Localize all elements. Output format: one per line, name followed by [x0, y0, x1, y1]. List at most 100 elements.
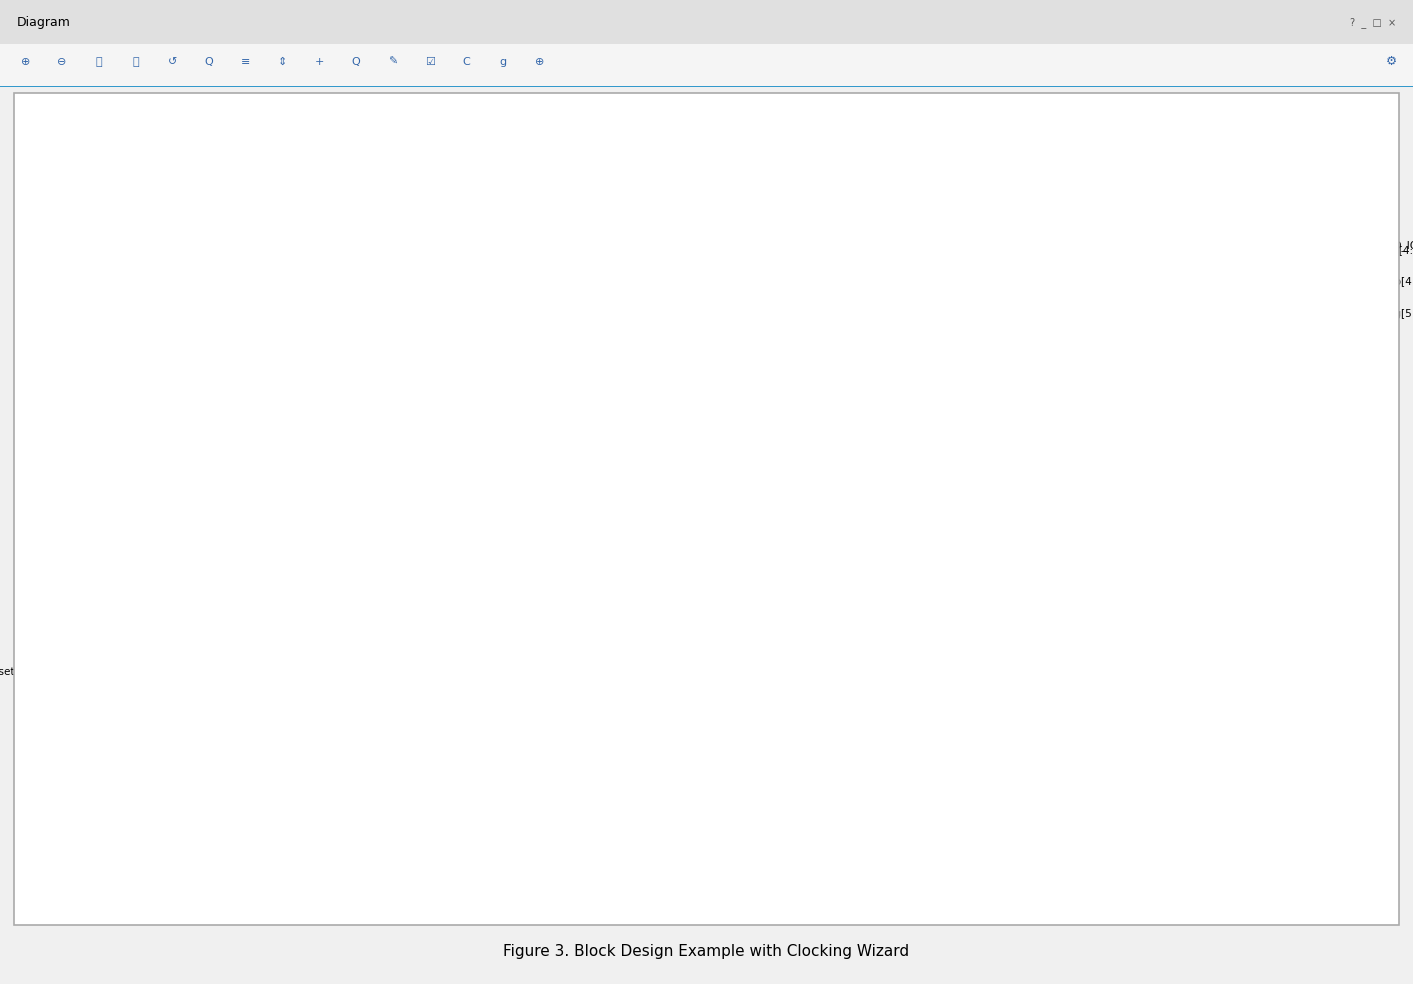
- Text: ⇕: ⇕: [278, 57, 287, 67]
- Text: ps7_0_axi_periph: ps7_0_axi_periph: [807, 188, 904, 199]
- Text: ZYNQ: ZYNQ: [568, 293, 642, 318]
- Polygon shape: [1347, 245, 1366, 256]
- Circle shape: [1003, 241, 1029, 259]
- Circle shape: [321, 703, 332, 710]
- Polygon shape: [1347, 277, 1366, 287]
- Text: vga_g[5:0]: vga_g[5:0]: [1371, 308, 1413, 319]
- Text: reset: reset: [114, 668, 136, 677]
- Text: mb_reset: mb_reset: [723, 647, 762, 656]
- Text: +: +: [315, 57, 324, 67]
- Text: Clocking Wizard: Clocking Wizard: [147, 748, 232, 758]
- Text: Q: Q: [352, 57, 360, 67]
- Text: TTC0_WAVE0_OUT: TTC0_WAVE0_OUT: [664, 333, 740, 341]
- Circle shape: [697, 224, 722, 242]
- Circle shape: [249, 703, 260, 710]
- Text: locked: locked: [237, 702, 264, 710]
- Text: slowest_sync_clk: slowest_sync_clk: [348, 647, 415, 656]
- Circle shape: [783, 566, 803, 580]
- Circle shape: [759, 282, 784, 300]
- Circle shape: [249, 401, 260, 409]
- Text: ?  _  □  ×: ? _ □ ×: [1351, 17, 1396, 29]
- Text: C: C: [462, 57, 471, 67]
- Text: ✎: ✎: [389, 57, 397, 67]
- FancyBboxPatch shape: [1039, 218, 1286, 440]
- Text: vga_b[4:0]: vga_b[4:0]: [1371, 277, 1413, 287]
- Polygon shape: [849, 311, 872, 327]
- Text: HS: HS: [1371, 372, 1385, 382]
- Text: M_AXI_GP0_ACLK: M_AXI_GP0_ACLK: [328, 291, 400, 301]
- Text: S00_ACLK: S00_ACLK: [740, 308, 779, 317]
- Text: VS: VS: [1266, 403, 1277, 412]
- FancyBboxPatch shape: [732, 207, 979, 418]
- Polygon shape: [1347, 308, 1366, 319]
- Polygon shape: [1347, 402, 1366, 413]
- Text: HS: HS: [1266, 372, 1277, 381]
- Polygon shape: [1347, 216, 1366, 227]
- Circle shape: [759, 214, 784, 231]
- Text: +: +: [705, 228, 714, 238]
- Text: mb_debug_sys_rst: mb_debug_sys_rst: [348, 546, 421, 556]
- Text: Diagram: Diagram: [17, 16, 71, 30]
- Text: Figure 3. Block Design Example with Clocking Wizard: Figure 3. Block Design Example with Cloc…: [503, 945, 910, 959]
- Text: mb_reset: mb_reset: [723, 480, 762, 489]
- Text: VS: VS: [1371, 403, 1385, 413]
- Text: proc_sys_reset_0: proc_sys_reset_0: [507, 611, 602, 622]
- Text: interconnect_aresetn[0:0]: interconnect_aresetn[0:0]: [657, 713, 762, 723]
- Text: dcm_locked: dcm_locked: [348, 569, 396, 578]
- Text: DDR: DDR: [722, 217, 740, 227]
- Text: s_axi_adk: s_axi_adk: [1047, 309, 1088, 318]
- Text: ext_reset_in: ext_reset_in: [348, 502, 396, 512]
- Polygon shape: [824, 293, 846, 309]
- Text: ⊕: ⊕: [21, 57, 30, 67]
- Text: M00_AXI: M00_AXI: [934, 249, 969, 258]
- Polygon shape: [1347, 371, 1366, 382]
- Text: peripheral_aresetn[0:0]: peripheral_aresetn[0:0]: [667, 736, 762, 745]
- Polygon shape: [20, 663, 31, 681]
- Text: s_axi_aresetn: s_axi_aresetn: [1047, 340, 1105, 349]
- Text: ⊕: ⊕: [536, 57, 544, 67]
- Text: Processor System Reset: Processor System Reset: [492, 770, 617, 780]
- Text: pix_clk: pix_clk: [1047, 277, 1075, 286]
- Text: FCLK_CLK0: FCLK_CLK0: [694, 401, 740, 410]
- Text: aux_reset_in: aux_reset_in: [348, 524, 398, 533]
- Text: VS: VS: [1047, 403, 1058, 412]
- Circle shape: [783, 711, 803, 725]
- Text: bus_struct_reset[0:0]: bus_struct_reset[0:0]: [677, 669, 762, 679]
- Circle shape: [759, 236, 784, 254]
- Text: FIXED_IO: FIXED_IO: [702, 241, 740, 250]
- Text: ACLK: ACLK: [740, 255, 760, 264]
- Circle shape: [759, 260, 784, 277]
- Text: ≡: ≡: [242, 57, 250, 67]
- Text: vga_r[4:0]: vga_r[4:0]: [1234, 246, 1277, 255]
- Text: clk_in1: clk_in1: [114, 702, 144, 710]
- Text: g: g: [499, 57, 507, 67]
- Text: VGAA_0: VGAA_0: [1140, 200, 1184, 211]
- Circle shape: [989, 244, 1015, 262]
- FancyBboxPatch shape: [318, 202, 749, 438]
- Text: processing_system7_0: processing_system7_0: [471, 183, 596, 194]
- FancyBboxPatch shape: [106, 639, 273, 740]
- Text: ext_reset_in: ext_reset_in: [348, 669, 396, 679]
- Text: vga_b[4:0]: vga_b[4:0]: [1232, 277, 1277, 286]
- Text: peripheral_aresetn[0:0]: peripheral_aresetn[0:0]: [667, 569, 762, 578]
- Circle shape: [759, 305, 784, 323]
- Polygon shape: [875, 329, 897, 344]
- Text: .: .: [674, 288, 681, 313]
- Text: clk_wiz_0: clk_wiz_0: [164, 620, 215, 631]
- Polygon shape: [875, 293, 897, 309]
- FancyBboxPatch shape: [339, 462, 770, 595]
- Circle shape: [307, 500, 326, 514]
- Text: M00_ARESETN: M00_ARESETN: [740, 388, 796, 397]
- Text: clk_out1: clk_out1: [229, 668, 264, 677]
- Polygon shape: [824, 329, 846, 344]
- Text: mb_debug_sys_rst: mb_debug_sys_rst: [348, 713, 421, 723]
- Text: ⤢: ⤢: [96, 57, 102, 67]
- Text: M_AXI_GP0: M_AXI_GP0: [694, 310, 740, 319]
- Text: ZYNQ7 Processing System: ZYNQ7 Processing System: [465, 446, 602, 456]
- Text: S00_ARESETN: S00_ARESETN: [740, 335, 794, 343]
- Text: +: +: [767, 240, 776, 250]
- Text: AXI Interconnect: AXI Interconnect: [812, 426, 899, 436]
- Polygon shape: [875, 311, 897, 327]
- Text: +: +: [1012, 245, 1020, 255]
- Text: ⚙: ⚙: [1386, 55, 1397, 68]
